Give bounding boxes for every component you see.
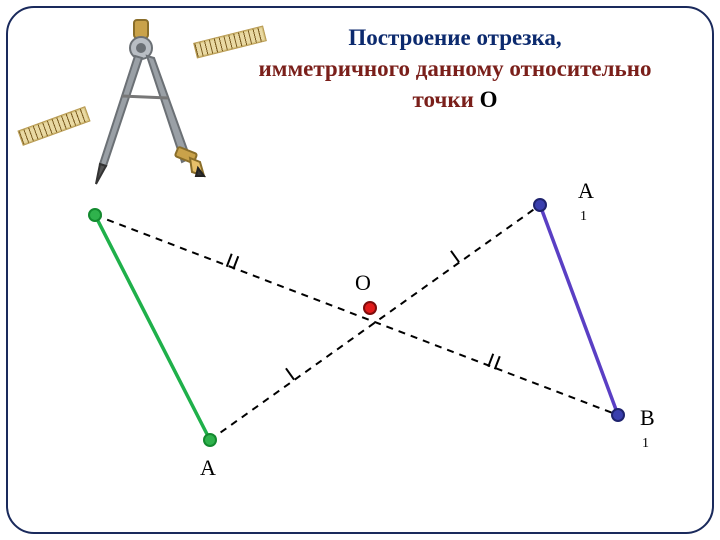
point-B: [89, 209, 101, 221]
equal-tick: [227, 254, 232, 267]
segment-B_B1: [95, 215, 618, 415]
label-O: О: [355, 270, 371, 295]
equal-tick: [451, 251, 459, 262]
equal-tick: [233, 256, 238, 269]
label-A1: А: [578, 178, 594, 203]
point-A: [204, 434, 216, 446]
point-B1: [612, 409, 624, 421]
equal-tick: [495, 356, 500, 369]
segment-AB: [95, 215, 210, 440]
equal-tick: [488, 354, 493, 367]
segment-A1B1: [540, 205, 618, 415]
label-B1-sub: 1: [642, 436, 649, 451]
label-A1-sub: 1: [580, 209, 587, 224]
geometry-diagram: А О А 1 В 1: [0, 0, 720, 540]
point-A1: [534, 199, 546, 211]
point-O: [364, 302, 376, 314]
label-A: А: [200, 455, 216, 480]
equal-tick: [286, 368, 294, 379]
label-B1: В: [640, 405, 655, 430]
